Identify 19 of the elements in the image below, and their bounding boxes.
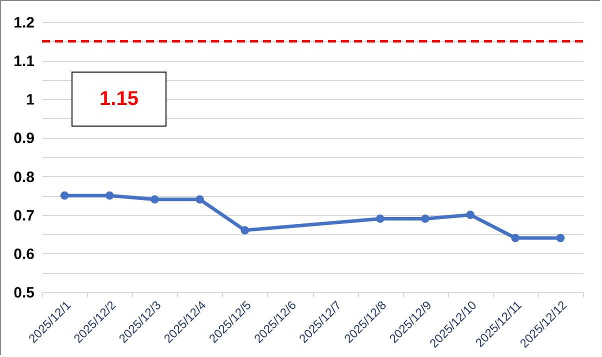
point [376, 214, 384, 223]
point [240, 226, 250, 234]
y-tick-label: 0.7 [14, 207, 34, 224]
point [105, 191, 114, 200]
y-tick-label: 1.1 [14, 53, 34, 70]
y-tick-label: 1.2 [14, 14, 34, 32]
y-tick-label: 0.5 [14, 284, 34, 302]
point [196, 195, 204, 204]
y-tick-label: 1 [26, 92, 34, 109]
point [421, 214, 430, 223]
point [60, 191, 69, 200]
y-tick-label: 0.8 [14, 168, 34, 186]
point [511, 234, 520, 242]
point [150, 195, 159, 204]
ref-line-label: 1.15 [100, 88, 138, 110]
point [466, 210, 474, 220]
point [556, 234, 565, 242]
y-tick-label: 0.9 [14, 130, 34, 148]
y-tick-label: 0.6 [14, 246, 34, 263]
